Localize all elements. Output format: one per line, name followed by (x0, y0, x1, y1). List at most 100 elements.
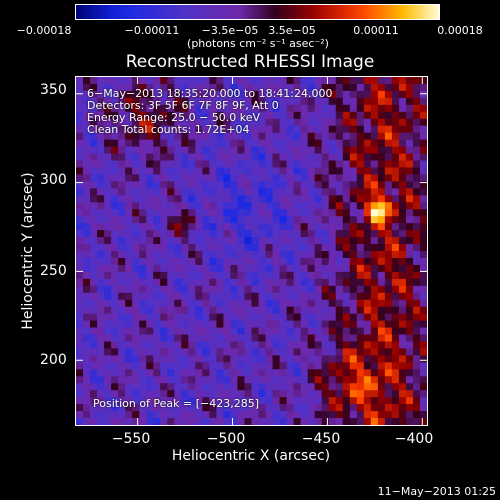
heatmap-cell (111, 271, 119, 280)
heatmap-cell (181, 139, 189, 147)
heatmap-cell (237, 251, 245, 259)
heatmap-cell (118, 160, 126, 168)
heatmap-cell (356, 341, 365, 349)
heatmap-cell (321, 285, 330, 294)
heatmap-cell (244, 139, 252, 147)
heatmap-cell (342, 146, 351, 154)
heatmap-cell (363, 292, 372, 301)
heatmap-cell (153, 285, 161, 294)
heatmap-cell (356, 418, 365, 425)
heatmap-cell (188, 278, 196, 287)
heatmap-cell (97, 320, 105, 328)
heatmap-cell (181, 404, 189, 412)
heatmap-cell (237, 216, 245, 224)
heatmap-cell (216, 264, 224, 273)
heatmap-image (76, 77, 427, 425)
heatmap-cell (195, 257, 203, 266)
heatmap-cell (216, 153, 224, 161)
heatmap-cell (356, 97, 365, 106)
heatmap-cell (230, 97, 238, 106)
heatmap-cell (90, 195, 98, 203)
heatmap-cell (384, 292, 393, 301)
heatmap-cell (146, 257, 154, 266)
heatmap-cell (125, 244, 133, 252)
heatmap-cell (167, 271, 175, 280)
annotation-energy-range: Energy Range: 25.0 − 50.0 keV (87, 111, 261, 124)
heatmap-cell (391, 278, 400, 287)
heatmap-cell (202, 348, 210, 356)
colorbar-tick-label: −0.00018 (16, 24, 72, 37)
heatmap-cell (181, 348, 189, 356)
heatmap-cell (419, 111, 427, 120)
heatmap-cell (391, 362, 400, 370)
heatmap-cell (342, 390, 351, 398)
heatmap-cell (356, 202, 365, 210)
heatmap-cell (237, 313, 245, 321)
heatmap-cell (216, 383, 224, 391)
heatmap-cell (370, 348, 379, 356)
heatmap-cell (104, 209, 112, 217)
heatmap-cell (237, 146, 245, 154)
heatmap-cell (258, 369, 266, 377)
heatmap-cell (230, 341, 238, 349)
heatmap-cell (370, 418, 379, 425)
heatmap-cell (153, 369, 161, 377)
heatmap-cell (412, 153, 421, 161)
heatmap-cell (314, 167, 323, 175)
heatmap-cell (293, 251, 302, 259)
heatmap-cell (258, 83, 266, 92)
heatmap-cell (349, 411, 358, 419)
heatmap-cell (160, 132, 168, 141)
heatmap-cell (356, 376, 365, 384)
heatmap-cell (349, 230, 358, 238)
heatmap-cell (132, 244, 140, 252)
heatmap-cell (272, 390, 280, 398)
heatmap-cell (202, 77, 210, 85)
heatmap-cell (132, 418, 140, 425)
heatmap-cell (300, 146, 309, 154)
heatmap-cell (181, 167, 189, 175)
heatmap-cell (153, 153, 161, 161)
heatmap-cell (132, 174, 140, 182)
heatmap-cell (132, 355, 140, 363)
heatmap-cell (356, 181, 365, 189)
heatmap-cell (314, 230, 323, 238)
heatmap-cell (195, 146, 203, 154)
heatmap-cell (272, 411, 280, 419)
heatmap-cell (286, 223, 295, 231)
heatmap-cell (160, 355, 168, 363)
heatmap-cell (265, 244, 273, 252)
heatmap-cell (167, 404, 175, 412)
heatmap-cell (251, 153, 259, 161)
heatmap-cell (216, 348, 224, 356)
heatmap-cell (118, 341, 126, 349)
heatmap-cell (132, 223, 140, 231)
heatmap-cell (419, 257, 427, 266)
heatmap-cell (139, 223, 147, 231)
heatmap-cell (419, 97, 427, 106)
heatmap-cell (125, 174, 133, 182)
heatmap-cell (181, 334, 189, 342)
heatmap-cell (139, 90, 147, 99)
heatmap-cell (181, 327, 189, 335)
heatmap-cell (405, 230, 414, 238)
heatmap-cell (377, 139, 386, 147)
heatmap-cell (188, 181, 196, 189)
heatmap-cell (125, 299, 133, 308)
heatmap-cell (377, 244, 386, 252)
heatmap-cell (146, 278, 154, 287)
heatmap-cell (342, 369, 351, 377)
heatmap-cell (146, 202, 154, 210)
heatmap-cell (188, 334, 196, 342)
heatmap-cell (363, 216, 372, 224)
heatmap-cell (146, 411, 154, 419)
heatmap-cell (83, 195, 91, 203)
heatmap-cell (405, 167, 414, 175)
heatmap-cell (286, 153, 295, 161)
heatmap-cell (76, 334, 84, 342)
heatmap-cell (363, 383, 372, 391)
heatmap-cell (195, 362, 203, 370)
heatmap-cell (321, 362, 330, 370)
heatmap-cell (125, 209, 133, 217)
heatmap-cell (216, 313, 224, 321)
